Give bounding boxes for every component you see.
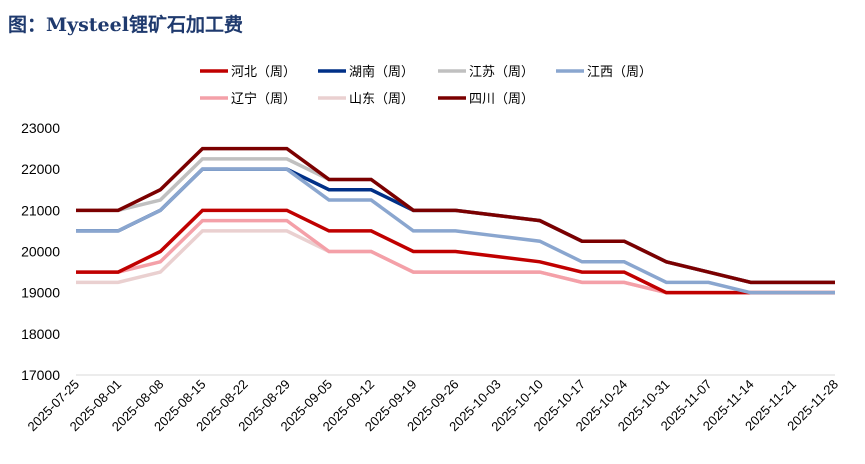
y-tick-label: 21000 [21, 202, 60, 218]
y-tick-label: 19000 [21, 285, 60, 301]
series-line-4 [76, 167, 835, 295]
series-line-2 [76, 208, 835, 295]
y-tick-label: 23000 [21, 120, 60, 136]
y-tick-label: 18000 [21, 326, 60, 342]
legend-label: 山东（周） [349, 92, 414, 107]
legend-label: 四川（周） [469, 92, 534, 107]
legend-label: 江西（周） [587, 65, 652, 80]
legend-label: 辽宁（周） [231, 91, 296, 107]
series-line-0 [76, 229, 835, 295]
y-tick-label: 20000 [21, 244, 60, 260]
y-tick-label: 17000 [21, 367, 60, 383]
legend-label: 湖南（周） [349, 64, 414, 80]
y-tick-label: 22000 [21, 161, 60, 177]
series-line-6 [76, 146, 835, 285]
chart-title: 图：Mysteel锂矿石加工费 [8, 14, 243, 36]
series-line-3 [76, 167, 835, 285]
legend-label: 江苏（周） [469, 64, 534, 80]
legend-label: 河北（周） [231, 65, 296, 80]
